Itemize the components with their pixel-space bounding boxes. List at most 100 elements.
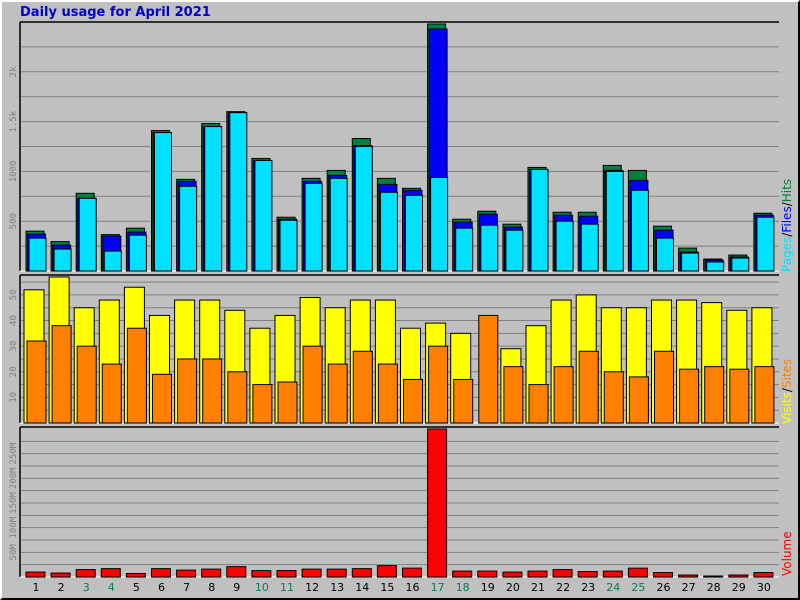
bar-volume-day-20 <box>502 571 523 578</box>
day-label-21: 21 <box>531 581 545 594</box>
day-label-10: 10 <box>255 581 269 594</box>
day-label-25: 25 <box>631 581 645 594</box>
bar-sites-day-28 <box>704 366 725 424</box>
legend-sep-3: / <box>780 387 794 392</box>
bar-sites-day-5 <box>126 327 147 424</box>
bar-pages-day-17 <box>430 176 449 272</box>
day-label-5: 5 <box>133 581 140 594</box>
bar-pages-day-30 <box>756 216 775 272</box>
bar-volume-day-16 <box>402 567 422 578</box>
bar-pages-day-21 <box>530 168 549 272</box>
bar-sites-day-2 <box>51 325 72 424</box>
bar-pages-day-6 <box>154 132 172 272</box>
bar-sites-day-26 <box>654 350 674 424</box>
day-label-20: 20 <box>506 581 520 594</box>
bar-sites-day-17 <box>428 345 449 424</box>
bar-sites-day-20 <box>503 366 524 424</box>
day-label-19: 19 <box>481 581 495 594</box>
day-label-16: 16 <box>406 581 420 594</box>
bar-sites-day-22 <box>553 366 574 424</box>
day-label-15: 15 <box>380 581 394 594</box>
bar-pages-day-27 <box>681 252 700 272</box>
bar-volume-day-22 <box>552 569 573 578</box>
bar-pages-day-22 <box>555 220 574 272</box>
bar-sites-day-8 <box>202 358 223 424</box>
day-label-30: 30 <box>757 581 771 594</box>
bar-pages-day-14 <box>354 146 373 272</box>
day-label-23: 23 <box>581 581 595 594</box>
panel-1-ytick: 10 <box>9 392 19 403</box>
bar-sites-day-11 <box>277 381 298 424</box>
bar-volume-day-23 <box>577 571 598 578</box>
legend-middle: Visits/Sites <box>780 359 794 424</box>
bar-pages-day-26 <box>656 237 674 272</box>
legend-hits: Hits <box>780 179 794 202</box>
bar-pages-day-15 <box>379 191 398 272</box>
legend-sep-2: / <box>780 201 794 206</box>
bar-pages-day-10 <box>254 159 273 272</box>
bar-volume-day-13 <box>326 568 347 578</box>
bar-sites-day-13 <box>327 363 348 424</box>
legend-files: Files <box>780 206 794 232</box>
bar-pages-day-7 <box>179 185 198 272</box>
bar-pages-day-18 <box>455 227 474 272</box>
panel-2-ytick: 200M <box>9 467 19 489</box>
bar-sites-day-7 <box>177 358 198 424</box>
bar-volume-day-5 <box>125 573 146 578</box>
bar-sites-day-16 <box>403 378 423 424</box>
bar-sites-day-18 <box>453 378 474 424</box>
bar-sites-day-3 <box>76 345 97 424</box>
day-label-2: 2 <box>58 581 65 594</box>
bar-pages-day-8 <box>204 126 223 272</box>
bar-sites-day-10 <box>252 384 273 424</box>
bar-volume-day-10 <box>251 570 272 578</box>
day-label-6: 6 <box>158 581 165 594</box>
bar-volume-day-3 <box>75 569 96 578</box>
day-label-22: 22 <box>556 581 570 594</box>
bar-sites-day-27 <box>679 368 700 424</box>
panel-2-ytick: 100M <box>9 516 19 538</box>
bar-volume-day-29 <box>728 574 749 578</box>
day-label-27: 27 <box>682 581 696 594</box>
bar-sites-day-4 <box>101 363 122 424</box>
bar-volume-day-11 <box>276 570 297 578</box>
bar-pages-day-28 <box>706 261 725 272</box>
bar-volume-day-21 <box>527 570 548 578</box>
day-label-1: 1 <box>33 581 40 594</box>
bar-volume-day-24 <box>602 570 623 578</box>
day-label-28: 28 <box>707 581 721 594</box>
bar-volume-day-19 <box>477 570 498 578</box>
bar-sites-day-14 <box>352 350 373 424</box>
bar-volume-day-9 <box>226 566 247 578</box>
day-label-3: 3 <box>83 581 90 594</box>
bar-sites-day-12 <box>302 345 323 424</box>
bar-pages-day-16 <box>405 194 423 272</box>
bar-volume-day-14 <box>351 568 372 578</box>
bar-sites-day-21 <box>528 384 549 424</box>
day-label-14: 14 <box>355 581 369 594</box>
panel-0-ytick: 2k <box>9 66 19 77</box>
bar-pages-day-20 <box>505 229 524 272</box>
bar-sites-day-25 <box>628 376 649 424</box>
bar-sites-day-1 <box>26 340 47 424</box>
bar-volume-day-26 <box>653 572 673 578</box>
panel-1-ytick: 50 <box>9 290 19 301</box>
bar-volume-day-4 <box>100 568 121 578</box>
bar-volume-day-30 <box>753 572 774 578</box>
panel-2-ytick: 50M <box>9 544 19 561</box>
panel-0-ytick: 500 <box>9 213 19 229</box>
bar-pages-day-9 <box>229 112 248 272</box>
bar-pages-day-24 <box>605 170 624 272</box>
legend-visits: Visits <box>780 392 794 424</box>
panel-1-ytick: 30 <box>9 341 19 352</box>
legend-volume: Volume <box>780 531 794 576</box>
bar-sites-day-23 <box>578 350 599 424</box>
bar-volume-day-8 <box>201 568 222 578</box>
bar-pages-day-29 <box>731 257 750 272</box>
bar-pages-day-13 <box>329 177 348 272</box>
bar-pages-day-12 <box>304 182 323 272</box>
bar-volume-day-6 <box>151 568 171 578</box>
chart-title: Daily usage for April 2021 <box>20 5 211 20</box>
bar-volume-day-12 <box>301 568 322 578</box>
